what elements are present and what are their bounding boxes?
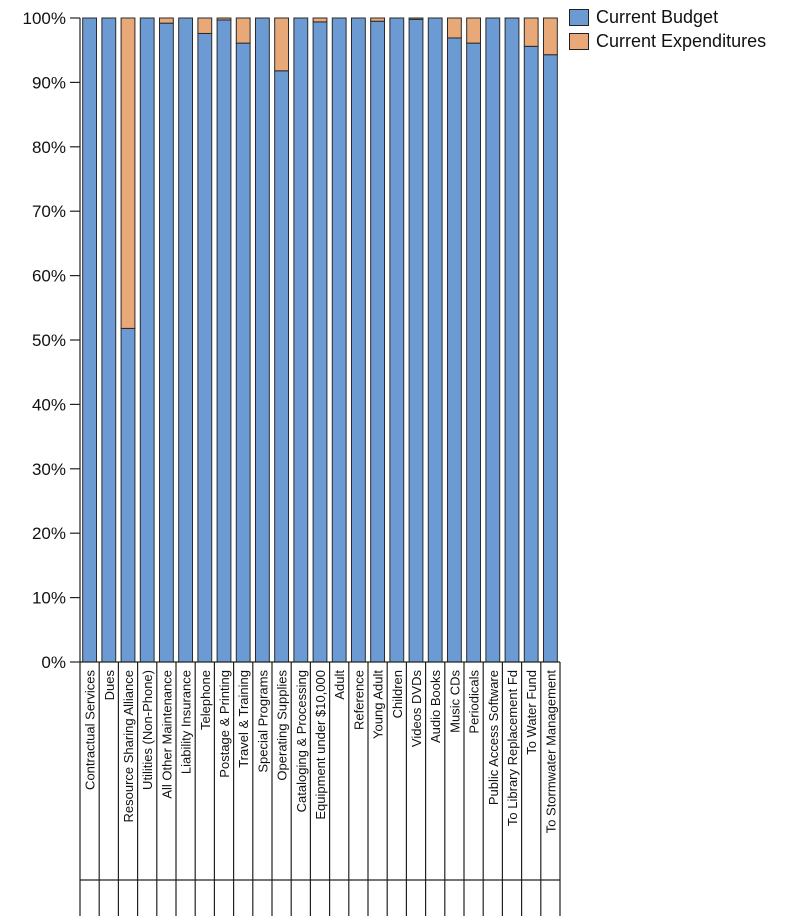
bar-segment-budget [542,54,558,663]
x-tick-label: Postage & Printing [217,670,232,778]
bar-segment-budget [197,32,213,663]
x-tick-label: Contractual Services [83,670,98,790]
x-tick-label: Periodicals [467,670,482,734]
bar-segment-expenditures [197,17,213,34]
bar-segment-budget [446,37,462,663]
x-tick-label: Young Adult [371,670,386,739]
x-tick-label: Operating Supplies [275,670,290,781]
bar-segment-expenditures [312,17,328,23]
bar-segment-expenditures [235,17,251,44]
bar-segment-expenditures [120,17,136,329]
bar-segment-budget [120,327,136,663]
bar-segment-budget [158,22,174,663]
x-tick-label: Equipment under $10,000 [313,670,328,820]
bar-segment-expenditures [158,17,174,24]
bar-segment-budget [312,21,328,663]
bar-segment-budget [427,17,443,663]
bar-segment-budget [235,42,251,663]
legend-label-expenditures: Current Expenditures [596,30,767,51]
x-tick-label: Travel & Training [236,670,251,768]
x-tick-label: Resource Sharing Alliance [121,670,136,822]
bar-segment-expenditures [216,17,232,21]
bar-segment-budget [178,17,194,663]
x-tick-label: Utilities (Non-Phone) [140,670,155,790]
y-tick-label: 100% [23,9,66,28]
legend-item-budget: Current Budget [569,5,766,29]
legend-item-expenditures: Current Expenditures [569,29,766,53]
x-tick-label: Public Access Software [486,670,501,805]
bar-segment-budget [82,17,98,663]
bar-segment-expenditures [408,17,424,20]
x-tick-label: To Water Fund [524,670,539,755]
bar-segment-budget [389,17,405,663]
bar-segment-expenditures [370,17,386,22]
bar-segment-budget [254,17,270,663]
y-tick-label: 50% [32,331,66,350]
bar-segment-budget [331,17,347,663]
bar-segment-budget [350,17,366,663]
bar-segment-budget [485,17,501,663]
bar-segment-expenditures [523,17,539,47]
x-tick-label: Telephone [198,670,213,730]
bar-segment-expenditures [274,17,290,72]
x-tick-label: To Library Replacement Fd [505,670,520,826]
legend: Current Budget Current Expenditures [569,5,766,53]
bar-segment-budget [216,19,232,663]
x-tick-label: Reference [351,670,366,730]
x-tick-label: Special Programs [255,670,270,773]
x-tick-label: Dues [102,670,117,701]
bar-segment-expenditures [446,17,462,39]
bar-segment-budget [293,17,309,663]
bar-segment-budget [274,70,290,663]
x-tick-label: Music CDs [447,670,462,733]
bar-segment-budget [101,17,117,663]
x-tick-label: Children [390,670,405,718]
y-tick-label: 0% [41,653,66,672]
y-tick-label: 10% [32,589,66,608]
x-tick-label: All Other Maintenance [159,670,174,799]
x-tick-label: Adult [332,670,347,700]
y-tick-label: 20% [32,524,66,543]
x-tick-label: Cataloging & Processing [294,670,309,812]
y-tick-label: 40% [32,395,66,414]
legend-swatch-expenditures [569,32,589,50]
x-tick-label: To Stormwater Management [543,670,558,834]
x-tick-label: Liability Insurance [179,670,194,774]
bar-segment-expenditures [542,17,558,56]
bar-segment-budget [370,20,386,663]
legend-swatch-budget [569,8,589,26]
x-tick-label: Audio Books [428,670,443,743]
legend-label-budget: Current Budget [596,6,719,27]
y-tick-label: 30% [32,460,66,479]
bar-segment-budget [523,45,539,663]
y-tick-label: 70% [32,202,66,221]
y-tick-label: 80% [32,138,66,157]
bar-segment-budget [139,17,155,663]
bar-segment-expenditures [466,17,482,44]
bar-segment-budget [504,17,520,663]
y-tick-label: 90% [32,73,66,92]
x-tick-label: Videos DVDs [409,670,424,748]
bar-segment-budget [466,42,482,663]
bar-segment-budget [408,18,424,663]
y-tick-label: 60% [32,267,66,286]
